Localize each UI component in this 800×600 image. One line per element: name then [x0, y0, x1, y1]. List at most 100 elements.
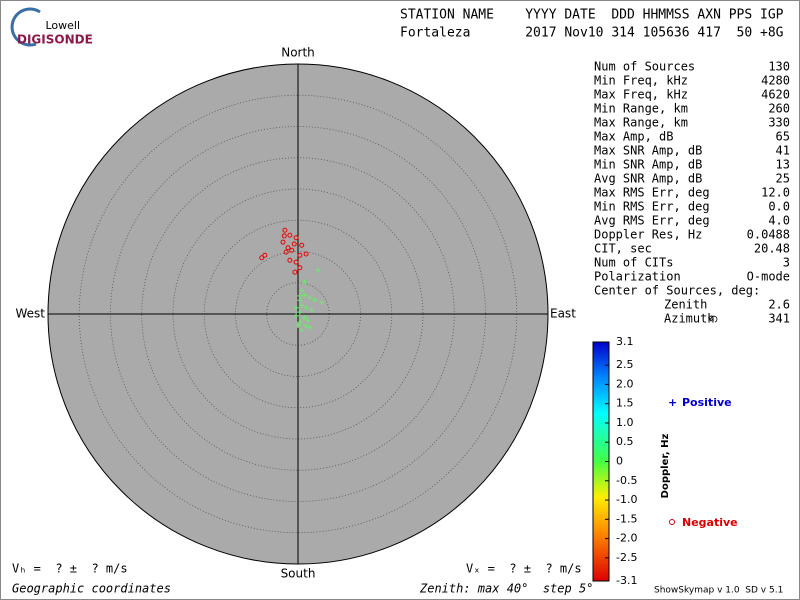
stat-label: Max Amp, dB — [594, 130, 673, 144]
center-value: 2.6 — [768, 298, 790, 312]
source-negative — [291, 241, 297, 247]
center-title: Center of Sources, deg: — [594, 284, 760, 298]
source-negative — [292, 269, 298, 275]
dir-east: East — [550, 307, 576, 321]
stat-label: Num of Sources — [594, 60, 695, 74]
coords: Geographic coordinates — [12, 582, 171, 596]
zenith-note: Zenith: max 40° step 5° — [419, 582, 593, 596]
legend-positive-marker: + — [668, 396, 677, 409]
source-negative — [287, 257, 293, 263]
legend-negative-marker — [669, 519, 675, 525]
stat-value: 4.0 — [768, 214, 790, 228]
center-value: 341 — [768, 312, 790, 326]
version: ShowSkymap v 1.0 SD v 5.1 — [654, 586, 783, 596]
colorbar-tick-label: 3.1 — [616, 335, 634, 348]
stat-label: Polarization — [594, 270, 681, 284]
source-negative — [297, 252, 303, 258]
source-positive — [301, 315, 307, 321]
source-positive — [302, 292, 308, 298]
source-positive — [315, 267, 321, 273]
legend-negative: Negative — [682, 516, 738, 529]
source-negative — [282, 227, 288, 233]
stat-value: 0.0 — [768, 200, 790, 214]
logo-arc — [10, 7, 41, 47]
source-negative — [281, 233, 287, 239]
colorbar-tick-label: 1.0 — [616, 416, 634, 429]
stat-value: 41 — [776, 144, 790, 158]
stat-label: Doppler Res, Hz — [594, 228, 702, 242]
source-negative — [287, 232, 293, 238]
source-negative — [283, 249, 289, 255]
vz: Vₓ = ? ± ? m/s — [466, 562, 582, 576]
stat-label: Min Freq, kHz — [594, 74, 688, 88]
source-positive — [293, 313, 299, 319]
source-negative — [297, 265, 303, 271]
colorbar-tick-label: 0.5 — [616, 435, 634, 448]
source-negative — [289, 247, 295, 253]
stat-label: Num of CITs — [594, 256, 673, 270]
stat-value: 0.0488 — [747, 228, 790, 242]
center-label: Zenith — [664, 298, 707, 312]
colorbar-tick-label: -0.5 — [616, 474, 637, 487]
header-values: Fortaleza 2017 Nov10 314 105636 417 50 +… — [400, 26, 784, 41]
legend-positive: Positive — [682, 396, 732, 409]
colorbar-tick-label: -1.5 — [616, 512, 637, 525]
source-positive — [303, 305, 309, 311]
source-negative — [293, 259, 299, 265]
stat-value: O-mode — [747, 270, 790, 284]
source-negative — [303, 251, 309, 257]
source-negative — [280, 239, 286, 245]
stat-label: Max Range, km — [594, 116, 688, 130]
source-positive — [293, 305, 299, 311]
logo-bottom: DIGISONDE — [17, 33, 93, 47]
vh: Vₕ = ? ± ? m/s — [12, 562, 128, 576]
source-negative — [262, 252, 268, 258]
source-negative — [285, 245, 291, 251]
stat-label: Max Freq, kHz — [594, 88, 688, 102]
stat-value: 260 — [768, 102, 790, 116]
stat-label: Max RMS Err, deg — [594, 186, 710, 200]
stat-value: 20.48 — [754, 242, 790, 256]
source-positive — [297, 309, 303, 315]
stat-label: Min Range, km — [594, 102, 688, 116]
colorbar-tick-label: 2.0 — [616, 377, 634, 390]
source-negative — [293, 235, 299, 241]
colorbar-tick-label: -2.0 — [616, 532, 637, 545]
stat-label: Max SNR Amp, dB — [594, 144, 702, 158]
source-positive — [305, 317, 311, 323]
stat-label: Avg SNR Amp, dB — [594, 172, 702, 186]
header-labels: STATION NAME YYYY DATE DDD HHMMSS AXN PP… — [400, 8, 784, 23]
stat-value: 3 — [783, 256, 790, 270]
source-positive — [297, 293, 303, 299]
colorbar-tick-label: 1.5 — [616, 397, 634, 410]
source-negative — [259, 255, 265, 261]
source-positive — [297, 297, 303, 303]
source-positive — [301, 279, 307, 285]
stat-value: 4620 — [761, 88, 790, 102]
source-positive — [309, 307, 315, 313]
colorbar-tick-label: 2.5 — [616, 358, 634, 371]
source-positive — [312, 297, 318, 303]
stat-label: CIT, sec — [594, 242, 652, 256]
stat-value: 25 — [776, 172, 790, 186]
stat-value: 13 — [776, 158, 790, 172]
stat-label: Min RMS Err, deg — [594, 200, 710, 214]
colorbar-tick-label: -3.1 — [616, 574, 637, 587]
source-positive — [307, 295, 313, 301]
colorbar-tick-label: -1.0 — [616, 493, 637, 506]
colorbar-tick-label: 0 — [616, 455, 623, 468]
dir-south: South — [281, 567, 316, 581]
source-positive — [297, 319, 303, 325]
center-label: Azimuth — [664, 312, 715, 326]
stat-label: Avg RMS Err, deg — [594, 214, 710, 228]
colorbar-tick-label: -2.5 — [616, 551, 637, 564]
dir-north: North — [281, 46, 315, 60]
stat-value: 12.0 — [761, 186, 790, 200]
source-positive — [303, 323, 309, 329]
source-positive — [299, 327, 305, 333]
azimuth-glyph — [707, 315, 718, 323]
source-positive — [299, 302, 305, 308]
source-positive — [307, 325, 313, 331]
